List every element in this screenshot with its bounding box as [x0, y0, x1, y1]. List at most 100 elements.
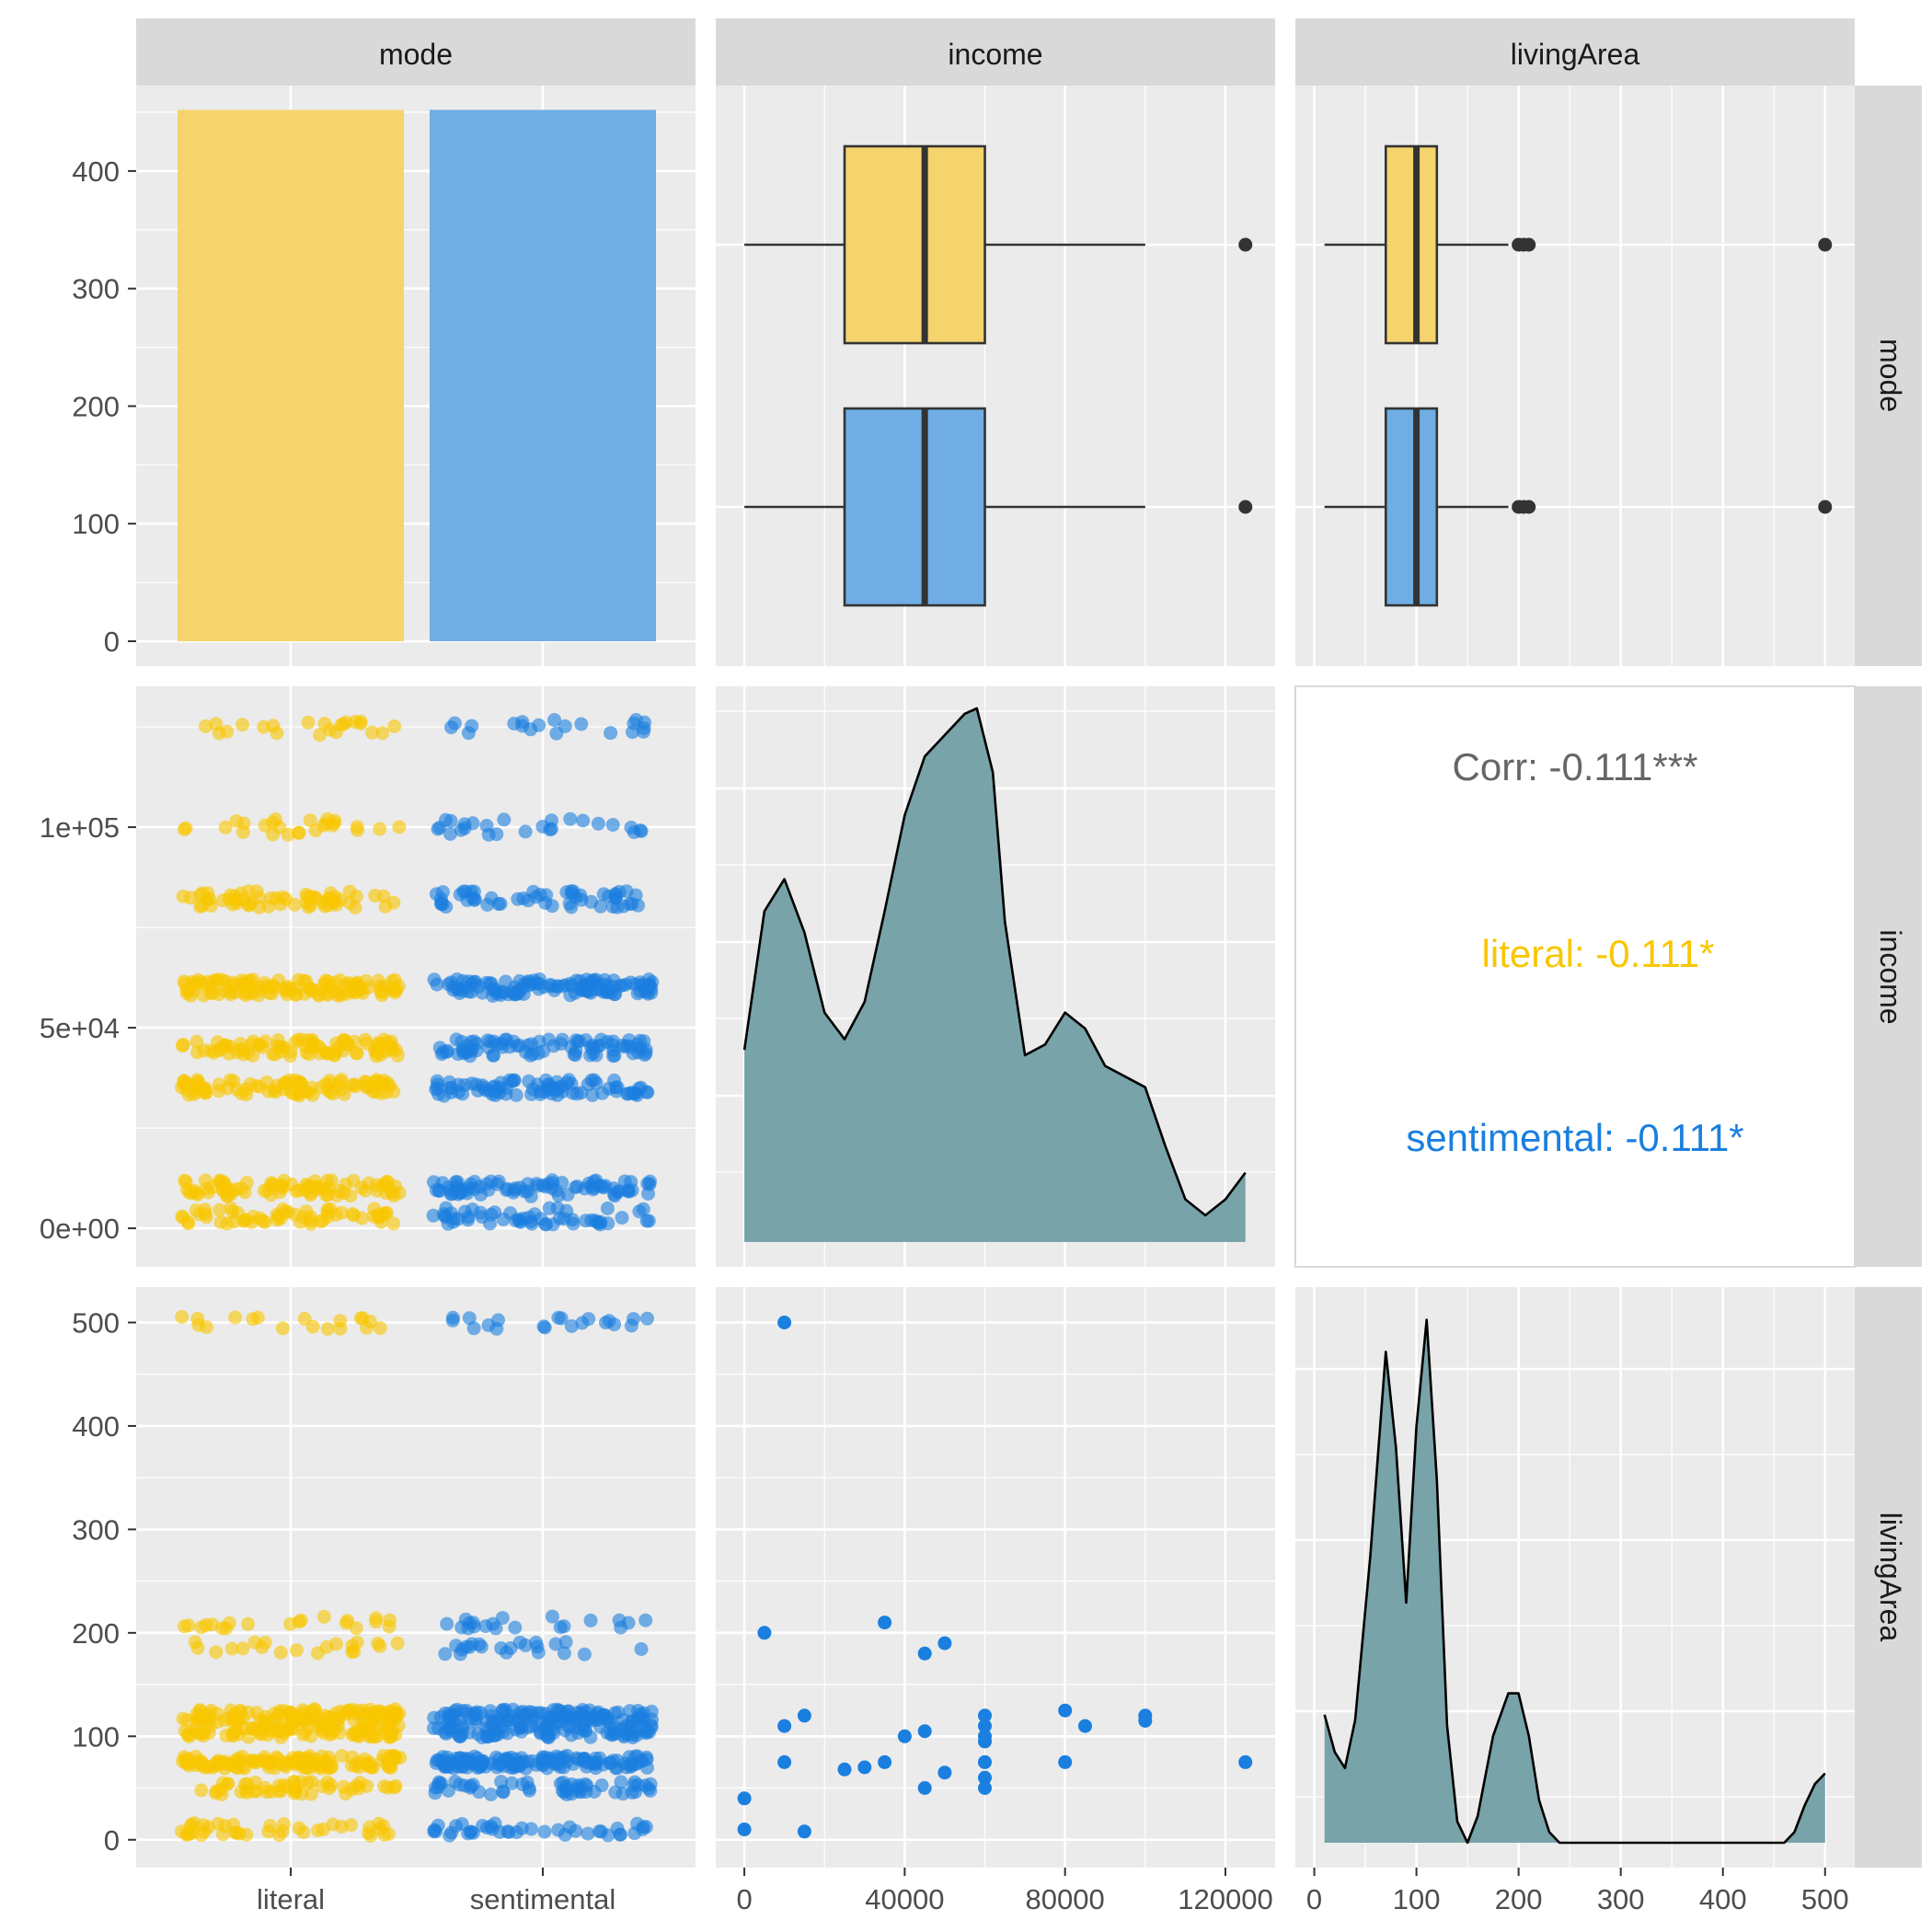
income-point-literal	[335, 1205, 349, 1220]
livingarea-y-tick-label: 500	[72, 1306, 120, 1339]
income-point-sentimental	[563, 811, 578, 826]
scatter-point	[878, 1616, 892, 1630]
livingarea-point-literal	[263, 1819, 278, 1834]
income-point-literal	[211, 972, 225, 987]
income-point-literal	[350, 1046, 364, 1061]
livingarea-point-literal	[194, 1783, 209, 1798]
income-point-sentimental	[639, 1085, 654, 1099]
livingarea-point-sentimental	[581, 1826, 595, 1841]
income-point-sentimental	[587, 1174, 602, 1189]
income-point-literal	[316, 818, 330, 833]
income-point-sentimental	[538, 1073, 553, 1087]
livingarea-point-sentimental	[551, 1310, 566, 1325]
livingarea-point-sentimental	[472, 1785, 487, 1800]
income-point-literal	[387, 719, 402, 733]
livingarea-point-sentimental	[549, 1718, 563, 1732]
income-density-area	[744, 708, 1246, 1242]
livingarea-point-sentimental	[627, 1775, 642, 1789]
income-point-literal	[327, 894, 341, 909]
livingarea-point-literal	[232, 1826, 247, 1841]
income-point-sentimental	[547, 713, 562, 728]
scatter-point	[1058, 1754, 1073, 1769]
livingarea-point-literal	[201, 1726, 216, 1740]
scatter-point	[777, 1719, 792, 1733]
livingarea-x-tick-label: 500	[1801, 1883, 1849, 1915]
livingarea-point-literal	[292, 1615, 306, 1629]
livingarea-point-sentimental	[564, 1728, 579, 1742]
livingarea-point-sentimental	[485, 1822, 500, 1836]
livingarea-point-sentimental	[537, 1824, 552, 1839]
income-point-sentimental	[592, 978, 607, 993]
income-x-tick-label: 120000	[1178, 1883, 1272, 1915]
livingarea-point-sentimental	[640, 1724, 655, 1739]
income-point-literal	[212, 1077, 226, 1092]
livingarea-point-sentimental	[592, 1824, 606, 1839]
livingarea-point-literal	[212, 1754, 225, 1768]
income-point-literal	[374, 1047, 388, 1062]
livingarea-point-literal	[190, 1311, 205, 1326]
livingarea-point-sentimental	[500, 1645, 513, 1660]
income-y-tick-label: 1e+05	[40, 811, 120, 844]
livingarea-point-sentimental	[431, 1779, 445, 1794]
panel-mode-bar	[136, 86, 696, 666]
livingarea-point-sentimental	[625, 1728, 639, 1742]
livingarea-point-literal	[190, 1719, 204, 1733]
income-point-sentimental	[469, 1043, 484, 1058]
income-point-literal	[278, 1075, 293, 1090]
livingarea-point-sentimental	[461, 1826, 476, 1841]
income-point-literal	[285, 1087, 300, 1101]
livingarea-point-literal	[351, 1704, 365, 1718]
livingarea-point-sentimental	[496, 1724, 511, 1739]
income-point-sentimental	[426, 1208, 441, 1223]
count-tick-label: 200	[72, 390, 120, 422]
income-point-sentimental	[568, 1048, 582, 1063]
income-point-sentimental	[506, 1185, 521, 1200]
livingarea-point-literal	[180, 1755, 195, 1770]
strip-right-label-livingarea: livingArea	[1874, 1512, 1907, 1642]
livingarea-point-sentimental	[564, 1777, 579, 1791]
livingarea-point-sentimental	[489, 1760, 504, 1775]
scatter-point	[737, 1823, 752, 1836]
livingarea-point-sentimental	[431, 1818, 445, 1833]
livingarea-point-literal	[316, 1822, 330, 1836]
livingarea-point-literal	[292, 1821, 306, 1835]
livingarea-point-sentimental	[529, 1635, 544, 1650]
scatter-point	[978, 1754, 992, 1769]
income-point-sentimental	[456, 884, 471, 899]
y-axis-left: 0 100 200 300 400 0e+00 5e+04 1e+05 0 100 200 300 40…	[40, 155, 136, 1857]
livingarea-point-literal	[289, 1643, 304, 1658]
income-point-literal	[293, 1214, 307, 1229]
income-point-literal	[209, 717, 224, 731]
income-point-sentimental	[538, 1217, 553, 1232]
income-point-sentimental	[609, 891, 623, 905]
livingarea-point-sentimental	[495, 1703, 510, 1718]
income-point-sentimental	[500, 1032, 514, 1047]
livingarea-point-literal	[236, 1641, 250, 1656]
livingarea-point-literal	[250, 1310, 265, 1325]
income-point-literal	[289, 1184, 304, 1199]
income-point-sentimental	[461, 726, 476, 741]
income-point-literal	[259, 979, 273, 994]
livingarea-point-sentimental	[523, 1822, 538, 1836]
income-point-sentimental	[528, 890, 543, 904]
income-point-sentimental	[432, 1041, 447, 1055]
income-point-literal	[374, 988, 389, 1003]
livingarea-point-literal	[364, 1760, 379, 1775]
livingarea-point-literal	[316, 1609, 331, 1624]
scatter-point	[978, 1781, 992, 1795]
livingarea-point-literal	[219, 1728, 234, 1742]
income-point-literal	[386, 1216, 401, 1231]
income-point-literal	[338, 1033, 352, 1048]
income-point-sentimental	[450, 1175, 465, 1190]
strip-right-label-mode: mode	[1874, 339, 1907, 412]
income-point-sentimental	[569, 1179, 584, 1194]
income-point-literal	[253, 1211, 268, 1225]
livingarea-point-sentimental	[522, 1705, 536, 1719]
income-point-literal	[199, 719, 213, 733]
livingarea-point-literal	[273, 1723, 287, 1738]
livingarea-point-literal	[188, 1635, 202, 1650]
livingarea-point-literal	[321, 1719, 335, 1734]
livingarea-point-literal	[380, 1758, 395, 1773]
panel-livingarea-boxplot	[1295, 86, 1855, 666]
income-point-literal	[234, 886, 248, 901]
